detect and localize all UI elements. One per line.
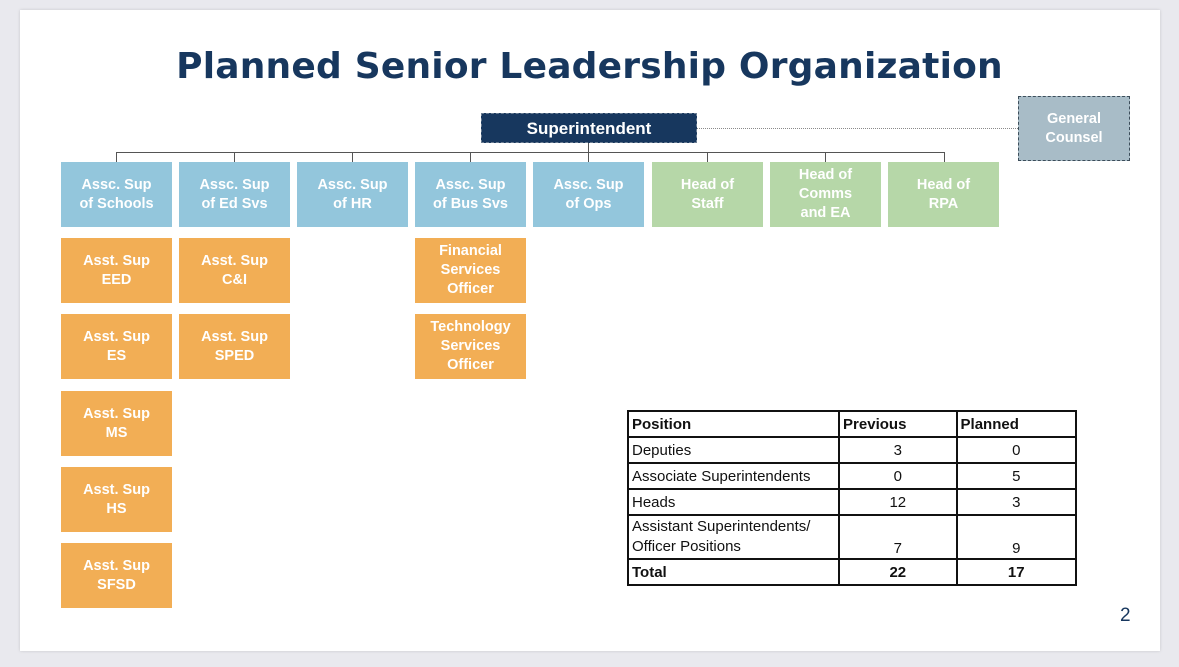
asst-sup-ms-box: Asst. Sup MS [61,391,172,456]
connector-drop-8 [944,152,945,162]
connector-drop-7 [825,152,826,162]
planned-cell: 5 [955,462,1078,490]
previous-cell: 7 [838,514,958,560]
total-planned-cell: 17 [955,558,1078,586]
connector-drop-2 [234,152,235,162]
assoc-sup-ed-svs-box: Assc. Sup of Ed Svs [179,162,290,227]
table-row: Associate Superintendents 0 5 [626,462,1078,490]
technology-services-officer-box: Technology Services Officer [415,314,526,379]
position-cell: Assistant Superintendents/ Officer Posit… [626,514,841,560]
total-label-cell: Total [626,558,841,586]
total-previous-cell: 22 [838,558,958,586]
connector-drop-5 [588,152,589,162]
assoc-sup-ops-box: Assc. Sup of Ops [533,162,644,227]
previous-cell: 3 [838,436,958,464]
table-row: Assistant Superintendents/ Officer Posit… [626,514,1078,560]
header-position: Position [626,410,841,438]
connector-horizontal-bus [116,152,945,153]
previous-cell: 0 [838,462,958,490]
head-of-comms-box: Head of Comms and EA [770,162,881,227]
table-header-row: Position Previous Planned [626,410,1078,438]
planned-cell: 3 [955,488,1078,516]
table-row: Heads 12 3 [626,488,1078,516]
asst-sup-eed-box: Asst. Sup EED [61,238,172,303]
assoc-sup-bus-svs-box: Assc. Sup of Bus Svs [415,162,526,227]
assoc-sup-hr-box: Assc. Sup of HR [297,162,408,227]
position-cell: Associate Superintendents [626,462,841,490]
head-of-staff-box: Head of Staff [652,162,763,227]
financial-services-officer-box: Financial Services Officer [415,238,526,303]
connector-counsel-dotted [697,128,1018,129]
position-summary-table: Position Previous Planned Deputies 3 0 A… [626,410,1078,586]
asst-sup-es-box: Asst. Sup ES [61,314,172,379]
superintendent-box: Superintendent [481,113,697,143]
planned-cell: 9 [955,514,1078,560]
assoc-sup-schools-box: Assc. Sup of Schools [61,162,172,227]
position-cell: Deputies [626,436,841,464]
asst-sup-ci-box: Asst. Sup C&I [179,238,290,303]
page-number: 2 [1120,605,1131,626]
position-cell: Heads [626,488,841,516]
page-title: Planned Senior Leadership Organization [176,46,1003,87]
table-row: Deputies 3 0 [626,436,1078,464]
header-previous: Previous [838,410,958,438]
previous-cell: 12 [838,488,958,516]
header-planned: Planned [955,410,1078,438]
asst-sup-sfsd-box: Asst. Sup SFSD [61,543,172,608]
connector-super-down [588,143,589,153]
connector-drop-4 [470,152,471,162]
asst-sup-hs-box: Asst. Sup HS [61,467,172,532]
table-total-row: Total 22 17 [626,558,1078,586]
planned-cell: 0 [955,436,1078,464]
head-of-rpa-box: Head of RPA [888,162,999,227]
connector-drop-6 [707,152,708,162]
connector-drop-1 [116,152,117,162]
asst-sup-sped-box: Asst. Sup SPED [179,314,290,379]
general-counsel-box: General Counsel [1018,96,1130,161]
connector-drop-3 [352,152,353,162]
